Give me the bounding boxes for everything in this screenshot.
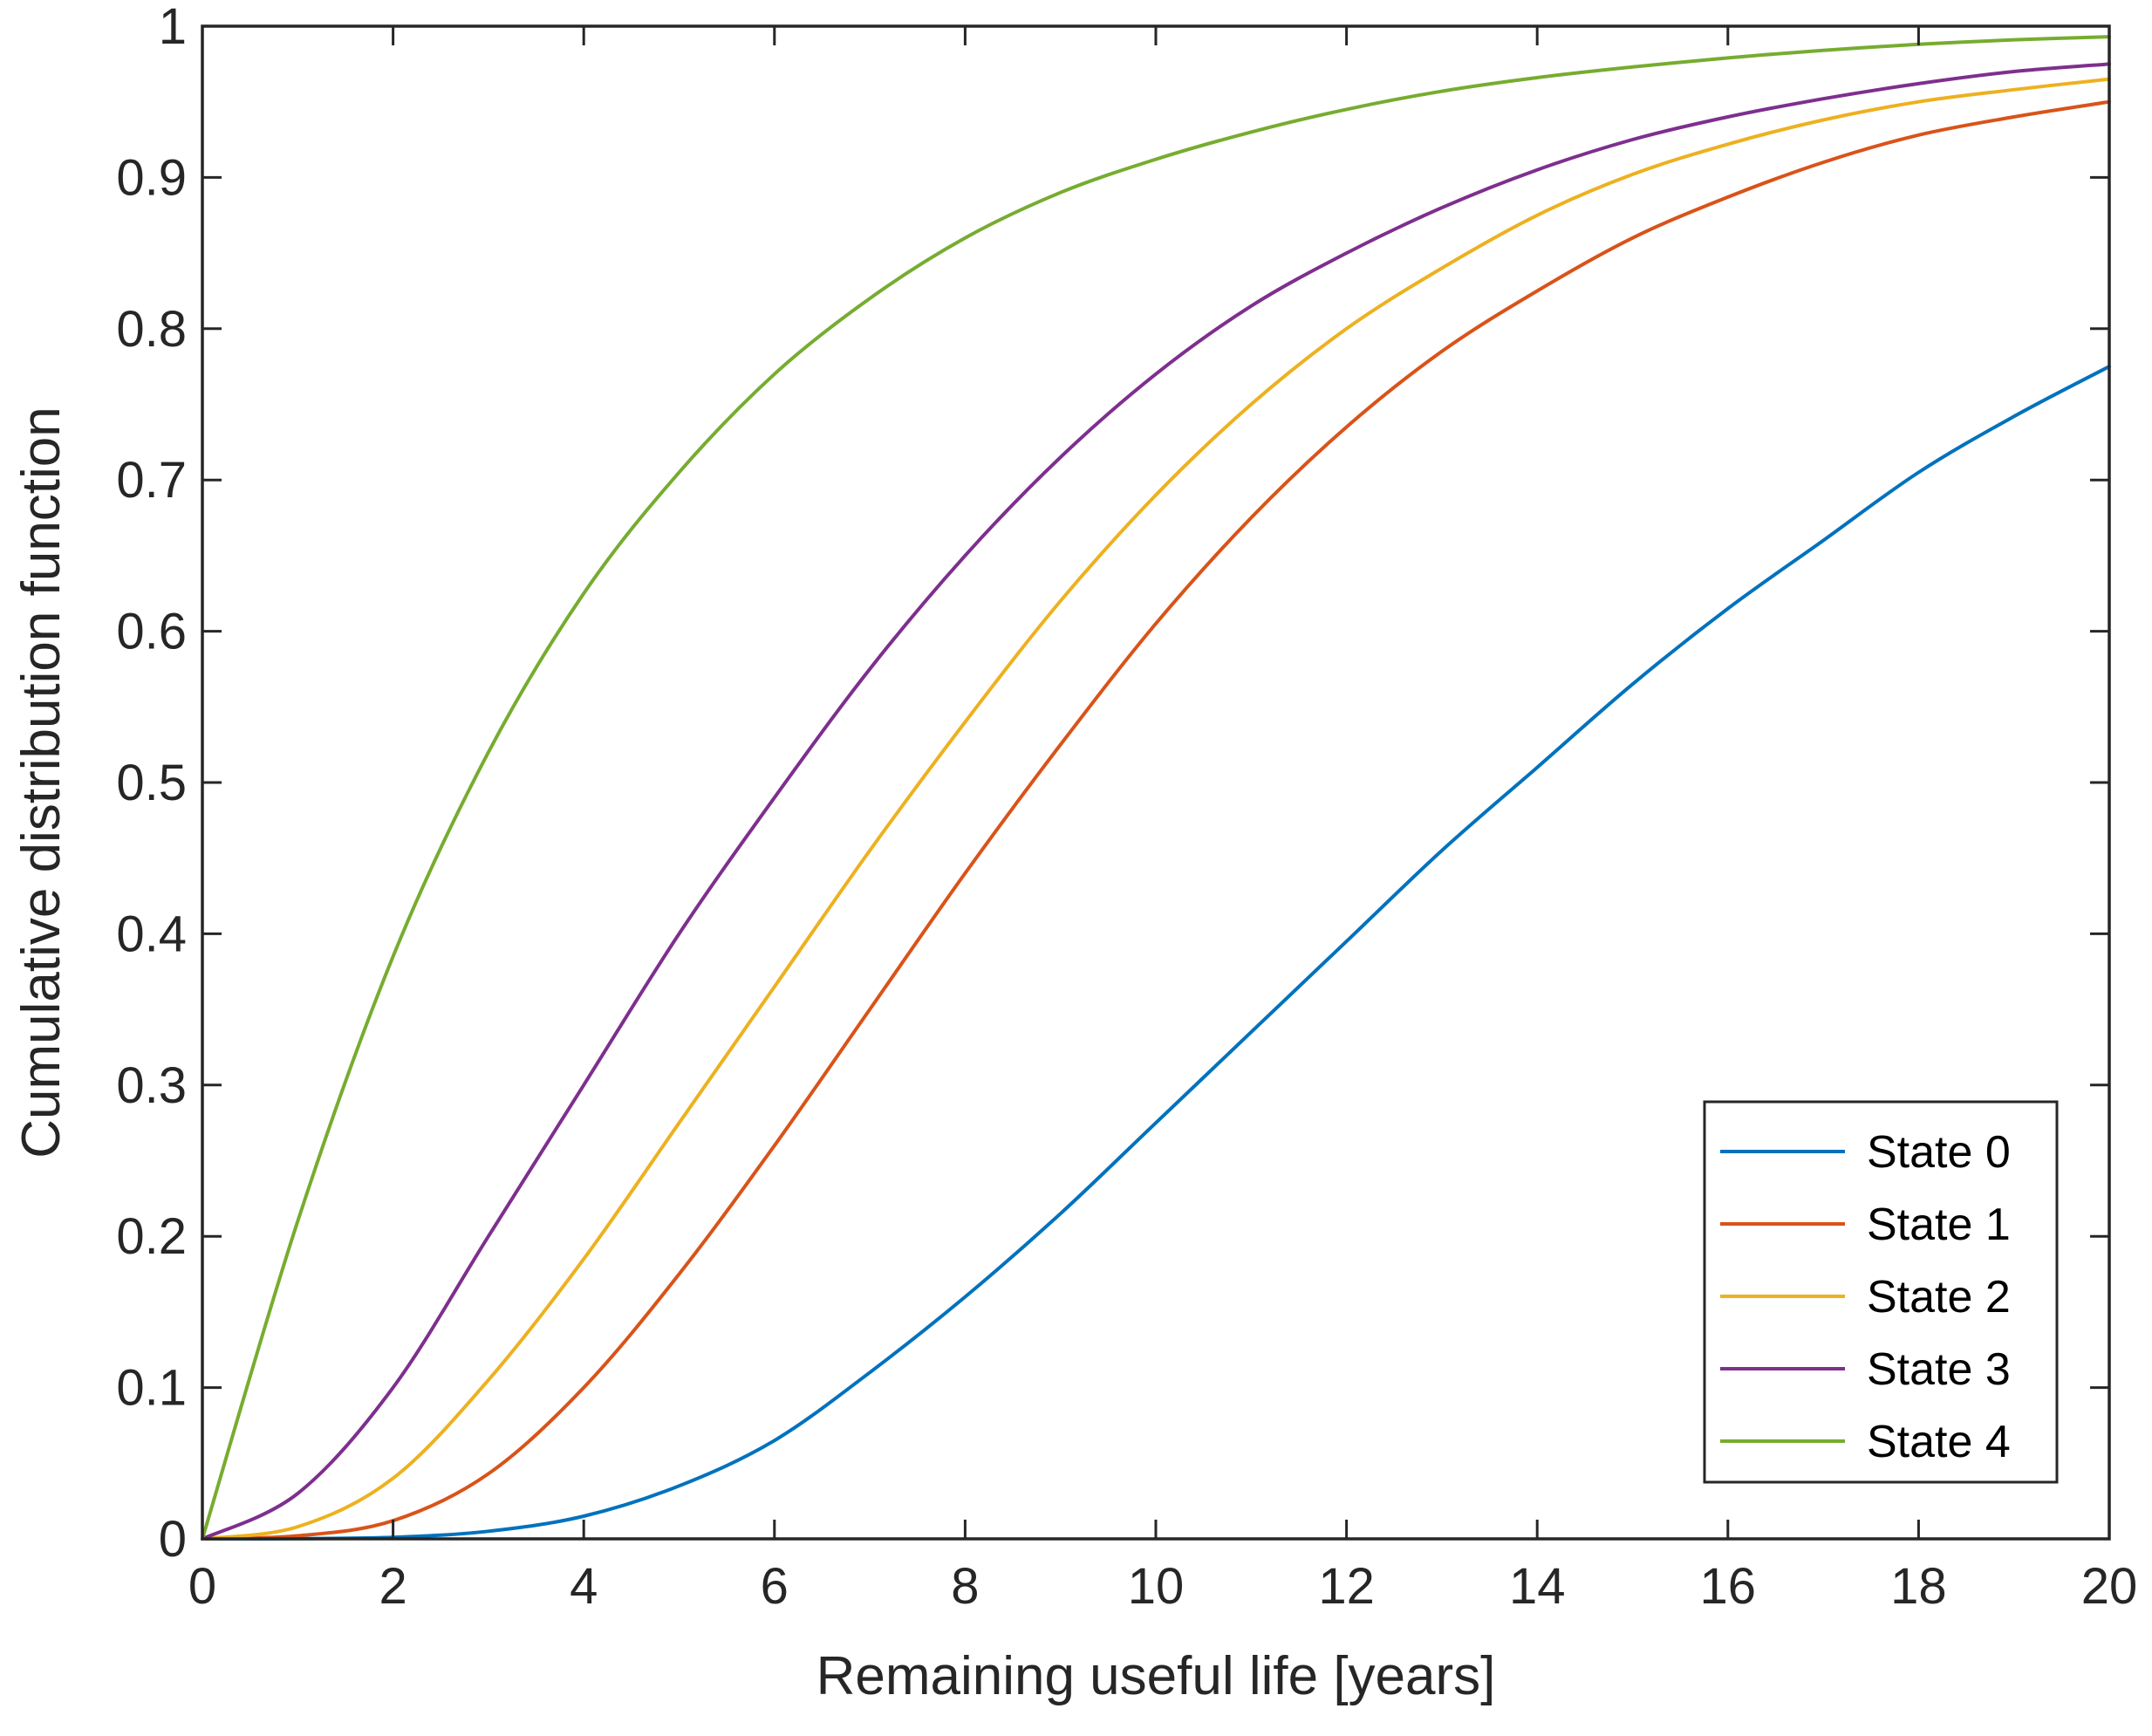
legend-label-state-3: State 3	[1867, 1344, 2011, 1395]
axes-box	[201, 24, 2111, 1541]
y-tick-label: 0	[159, 1511, 187, 1568]
series-line-state-0	[201, 365, 2111, 1541]
x-tick-label: 6	[761, 1558, 789, 1615]
y-tick-label: 0.3	[116, 1057, 187, 1114]
x-tick-label: 16	[1700, 1558, 1757, 1615]
x-tick-label: 0	[188, 1558, 216, 1615]
x-tick-label: 8	[951, 1558, 979, 1615]
series-line-state-4	[201, 35, 2111, 1541]
tick-layer: 0 2 4 6 8 10 12 14 16 18 20 0 0.1 0.2 0.3 0.4 0.5 0.6 0.7 0…	[116, 0, 2137, 1615]
legend[interactable]: State 0 State 1 State 2 State 3 State 4	[1703, 1100, 2059, 1484]
x-axis-label: Remaining useful life [years]	[816, 1646, 1496, 1706]
y-tick-label: 1	[159, 0, 187, 55]
y-tick-label: 0.2	[116, 1208, 187, 1265]
y-tick-label: 0.4	[116, 906, 187, 962]
x-tick-label: 14	[1509, 1558, 1566, 1615]
y-tick-label: 0.8	[116, 301, 187, 358]
x-tick-label: 10	[1128, 1558, 1185, 1615]
x-tick-label: 4	[570, 1558, 598, 1615]
x-tick-label: 2	[379, 1558, 406, 1615]
legend-label-state-4: State 4	[1867, 1417, 2011, 1467]
series-line-state-2	[201, 77, 2111, 1541]
series-line-state-1	[201, 99, 2111, 1541]
x-tick-label: 12	[1318, 1558, 1375, 1615]
y-axis-label: Cumulative distribution function	[11, 407, 72, 1158]
x-tick-label: 20	[2081, 1558, 2138, 1615]
series-layer	[201, 35, 2111, 1541]
y-tick-label: 0.7	[116, 452, 187, 509]
legend-label-state-1: State 1	[1867, 1199, 2011, 1250]
legend-box	[1703, 1100, 2059, 1484]
y-tick-label: 0.5	[116, 755, 187, 811]
legend-label-state-0: State 0	[1867, 1127, 2011, 1178]
y-tick-label: 0.9	[116, 149, 187, 206]
x-tick-label: 18	[1890, 1558, 1947, 1615]
y-tick-label: 0.1	[116, 1360, 187, 1417]
legend-items: State 0 State 1 State 2 State 3 State 4	[1720, 1127, 2011, 1467]
series-line-state-3	[201, 62, 2111, 1541]
legend-label-state-2: State 2	[1867, 1272, 2011, 1323]
y-tick-label: 0.6	[116, 604, 187, 660]
